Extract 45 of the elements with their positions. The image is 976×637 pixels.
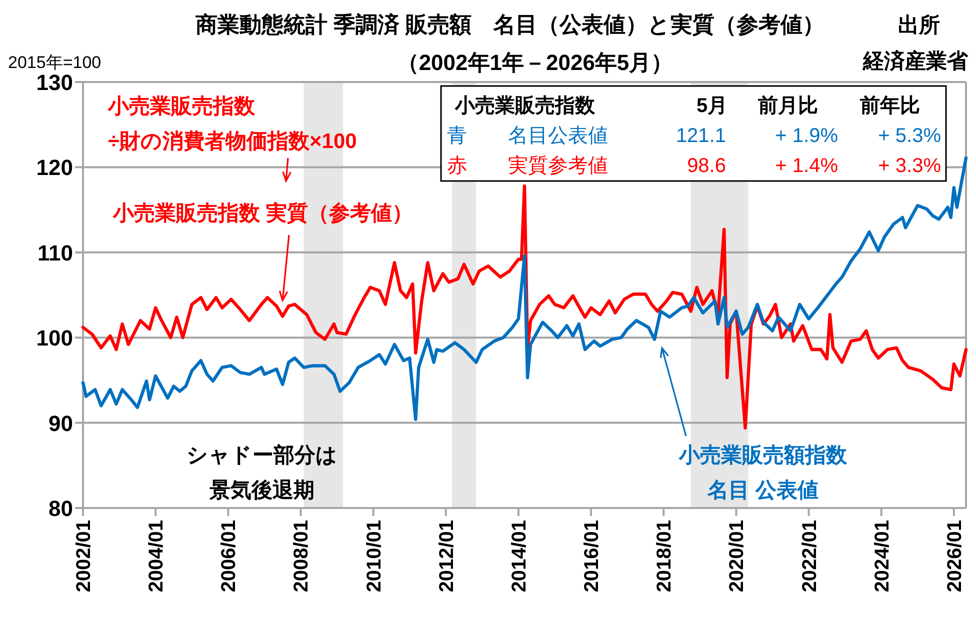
annotation: 景気後退期 <box>208 478 314 502</box>
y-tick-label: 90 <box>48 410 73 436</box>
y-tick-label: 100 <box>36 326 73 351</box>
annotation: 98.6 <box>687 155 726 177</box>
x-tick-label: 2004/01 <box>146 520 168 592</box>
x-tick-label: 2016/01 <box>581 520 604 592</box>
x-tick-label: 2020/01 <box>726 520 748 592</box>
y-tick-label: 80 <box>48 496 73 521</box>
y-tick-label: 120 <box>36 155 73 180</box>
y-tick-label: 130 <box>36 70 73 95</box>
annotation: 小売業販売指数 <box>454 95 596 117</box>
annotation: 小売業販売指数 <box>107 95 256 118</box>
text: 出所 <box>898 14 940 37</box>
annotation: 121.1 <box>676 125 726 147</box>
x-tick-label: 2026/01 <box>944 520 966 592</box>
x-tick-label: 2006/01 <box>218 520 240 592</box>
annotation: 名目公表値 <box>508 125 608 147</box>
x-tick-label: 2022/01 <box>798 520 821 592</box>
annotation: + 1.9% <box>775 125 838 147</box>
annotation: 前月比 <box>757 95 818 117</box>
annotation: 名目 公表値 <box>706 479 818 502</box>
y-tick-label: 110 <box>38 240 73 266</box>
annotation: 小売業販売額指数 <box>678 443 848 467</box>
x-tick-label: 2024/01 <box>871 520 894 592</box>
x-tick-label: 2008/01 <box>290 520 313 592</box>
annotation: + 5.3% <box>878 125 942 147</box>
chart-subtitle: （2002年1年－2026年5月） <box>396 50 674 75</box>
annotation: ÷財の消費者物価指数×100 <box>108 130 357 153</box>
annotation: 青 <box>447 125 467 147</box>
x-tick-label: 2012/01 <box>436 520 458 592</box>
annotation: 5月 <box>696 95 728 117</box>
x-tick-label: 2014/01 <box>508 520 530 592</box>
x-tick-label: 2002/01 <box>73 520 95 592</box>
x-tick-label: 2010/01 <box>363 520 386 592</box>
annotation: + 1.4% <box>775 155 838 177</box>
text: 経済産業省 <box>862 49 969 73</box>
annotation: + 3.3% <box>878 155 942 177</box>
y-axis-title: 2015年=100 <box>8 53 102 72</box>
annotation: シャドー部分は <box>186 443 338 467</box>
annotation: 実質参考値 <box>508 154 608 177</box>
annotation: 前年比 <box>859 95 920 117</box>
annotation: 赤 <box>447 155 467 177</box>
chart-title: 商業動態統計 季調済 販売額 名目（公表値）と実質（参考値） <box>194 12 825 37</box>
x-tick-label: 2018/01 <box>654 520 676 592</box>
annotation: 小売業販売指数 実質（参考値） <box>112 201 413 225</box>
